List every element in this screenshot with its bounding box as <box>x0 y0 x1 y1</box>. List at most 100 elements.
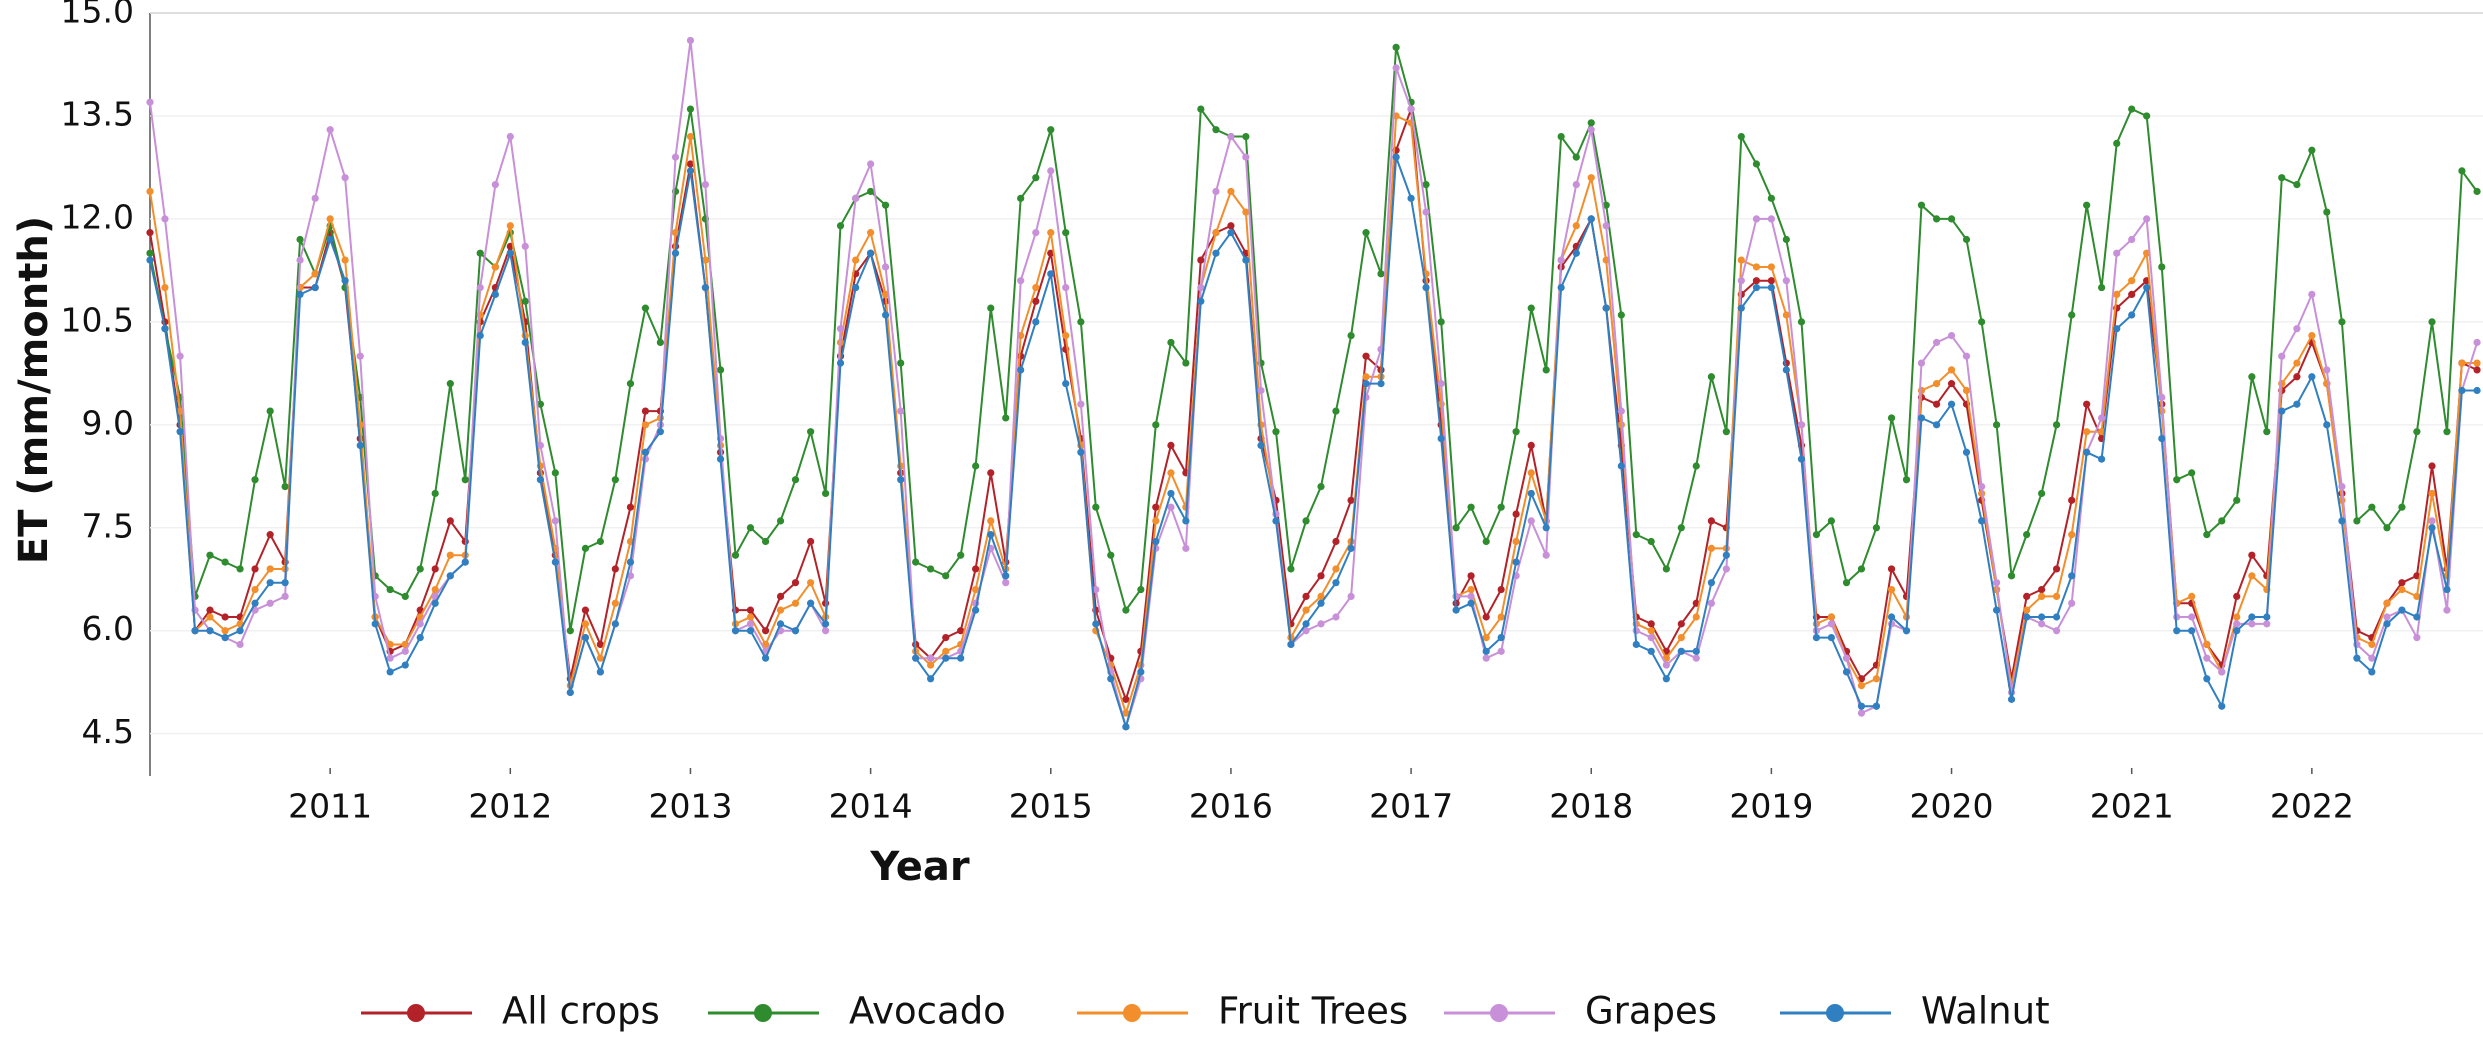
series-marker <box>1077 448 1085 456</box>
series-marker <box>1482 613 1490 621</box>
series-marker <box>1197 297 1205 305</box>
series-marker <box>2233 613 2241 621</box>
series-marker <box>671 229 680 237</box>
series-marker <box>431 565 439 573</box>
series-marker <box>1587 126 1595 134</box>
series-marker <box>671 249 680 257</box>
series-marker <box>296 283 304 292</box>
series-marker <box>1062 331 1070 340</box>
series-marker <box>821 489 830 498</box>
series-marker <box>1978 517 1986 525</box>
series-marker <box>206 613 214 621</box>
series-marker <box>2143 112 2151 120</box>
series-marker <box>2458 386 2466 395</box>
series-marker <box>1092 620 1100 628</box>
series-marker <box>2158 263 2166 271</box>
series-marker <box>1197 283 1205 292</box>
series-marker <box>1347 496 1355 504</box>
series-marker <box>1947 331 1956 340</box>
series-marker <box>2173 476 2181 484</box>
series-marker <box>2158 393 2166 401</box>
series-marker <box>1242 153 1250 161</box>
series-marker <box>1077 400 1085 408</box>
series-marker <box>2473 187 2481 196</box>
series-marker <box>1032 318 1040 326</box>
series-marker <box>972 585 980 594</box>
series-marker <box>746 524 755 532</box>
series-marker <box>401 661 409 669</box>
series-marker <box>897 407 905 415</box>
series-marker <box>1932 380 1941 388</box>
series-marker <box>1482 537 1490 546</box>
series-marker <box>852 194 860 202</box>
series-marker <box>311 194 319 202</box>
series-marker <box>401 647 409 655</box>
series-marker <box>1302 627 1310 635</box>
series-marker <box>611 599 619 607</box>
series-marker <box>867 229 875 237</box>
series-marker <box>176 428 184 436</box>
series-marker <box>521 297 529 305</box>
series-marker <box>881 201 890 209</box>
x-tick-label: 2021 <box>2090 787 2174 826</box>
series-marker <box>1482 654 1490 662</box>
series-marker <box>1752 263 1761 271</box>
series-marker <box>1722 428 1730 436</box>
series-marker <box>596 668 604 676</box>
series-marker <box>2323 208 2331 216</box>
series-marker <box>1167 338 1175 347</box>
series-marker <box>701 283 710 292</box>
series-marker <box>2398 579 2406 587</box>
series-marker <box>2083 428 2091 436</box>
series-marker <box>1392 64 1400 72</box>
series-marker <box>1827 517 1835 525</box>
series-marker <box>2473 359 2481 367</box>
series-marker <box>2443 428 2451 436</box>
series-marker <box>596 640 604 649</box>
series-marker <box>1767 263 1775 271</box>
series-marker <box>2308 290 2316 299</box>
legend-marker <box>407 1004 425 1022</box>
series-marker <box>1692 462 1700 470</box>
series-marker <box>1917 414 1926 422</box>
series-marker <box>2323 366 2331 374</box>
series-marker <box>2263 620 2271 628</box>
series-marker <box>2443 606 2451 614</box>
series-marker <box>2188 469 2196 477</box>
series-marker <box>2052 421 2061 429</box>
series-marker <box>1767 194 1775 202</box>
series-marker <box>2068 599 2076 607</box>
series-marker <box>1902 627 1911 635</box>
series-marker <box>266 579 274 587</box>
series-marker <box>2158 434 2166 443</box>
series-marker <box>401 592 409 601</box>
series-marker <box>2248 572 2256 580</box>
series-marker <box>1317 620 1325 628</box>
series-marker <box>1857 682 1866 690</box>
series-marker <box>431 599 439 607</box>
series-marker <box>912 654 920 662</box>
series-marker <box>236 640 244 649</box>
series-marker <box>1152 503 1160 511</box>
series-marker <box>2473 338 2481 347</box>
series-marker <box>1932 338 1941 347</box>
series-marker <box>1332 407 1340 415</box>
series-marker <box>281 592 289 601</box>
series-marker <box>1482 633 1490 642</box>
series-marker <box>416 633 424 642</box>
x-tick-label: 2018 <box>1549 787 1633 826</box>
x-tick-label: 2017 <box>1369 787 1453 826</box>
series-marker <box>1257 441 1265 450</box>
series-marker <box>1017 366 1025 374</box>
series-marker <box>927 661 935 669</box>
series-marker <box>1392 153 1400 161</box>
series-marker <box>386 640 394 649</box>
series-marker <box>1557 256 1565 264</box>
series-marker <box>1737 132 1745 141</box>
series-marker <box>1527 489 1535 498</box>
series-marker <box>2038 613 2046 621</box>
series-marker <box>2143 283 2151 292</box>
series-marker <box>942 654 950 662</box>
